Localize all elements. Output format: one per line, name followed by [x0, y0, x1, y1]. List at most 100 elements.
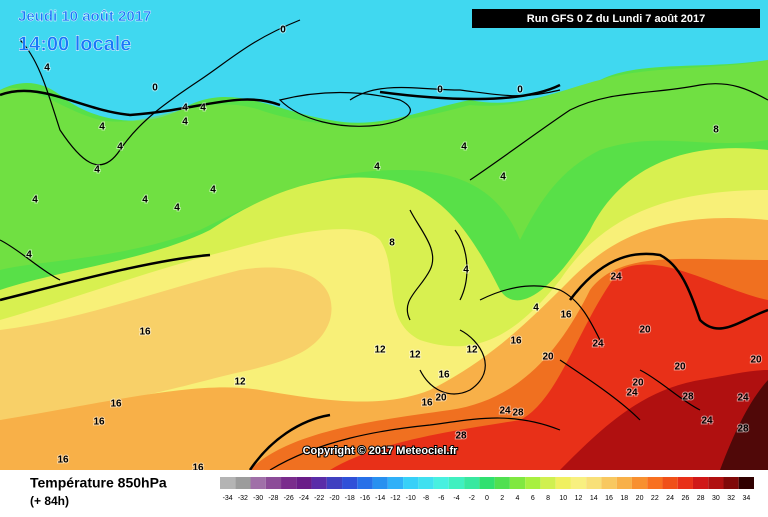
scale-label: 2: [500, 495, 504, 502]
scale-label: 0: [485, 495, 489, 502]
contour-label: 20: [632, 378, 644, 389]
scale-swatch: [708, 477, 724, 489]
contour-label: 24: [701, 416, 713, 427]
contour-label: 8: [713, 125, 719, 136]
contour-label: 4: [533, 303, 539, 314]
contour-label: 4: [32, 195, 38, 206]
contour-label: 16: [139, 327, 151, 338]
scale-label: 20: [636, 495, 644, 502]
run-box: [472, 9, 760, 28]
contour-label: 24: [626, 388, 638, 399]
scale-label: -16: [360, 495, 370, 502]
scale-swatch: [555, 477, 571, 489]
forecast-time: 14:00 locale: [18, 33, 131, 55]
scale-swatch: [250, 477, 266, 489]
scale-swatch: [265, 477, 282, 489]
scale-swatch: [662, 477, 678, 489]
scale-swatch: [479, 477, 495, 489]
contour-label: 4: [500, 172, 506, 183]
contour-label: 4: [117, 142, 123, 153]
scale-label: -22: [314, 495, 324, 502]
contour-label: 28: [682, 392, 694, 403]
contour-label: 24: [737, 393, 749, 404]
scale-label: -26: [284, 495, 294, 502]
contour-label: 20: [542, 352, 554, 363]
scale-label: 30: [712, 495, 720, 502]
scale-label: -6: [438, 495, 444, 502]
scale-label: -34: [223, 495, 233, 502]
coastlines: [0, 19, 768, 471]
contour-label: 4: [461, 142, 467, 153]
scale-swatch: [723, 477, 739, 489]
scale-swatch: [342, 477, 358, 489]
scale-label: 26: [681, 495, 689, 502]
contour-label: 28: [737, 424, 749, 435]
scale-label: 8: [546, 495, 550, 502]
scale-label: -2: [469, 495, 475, 502]
scale-label: -28: [268, 495, 278, 502]
scale-swatch: [494, 477, 510, 489]
scale-label: 34: [742, 495, 750, 502]
contour-label: 4: [182, 117, 188, 128]
scale-label: 32: [727, 495, 735, 502]
contour-label: 4: [99, 122, 105, 133]
scale-swatch: [220, 477, 236, 489]
contour-label: 0: [437, 85, 443, 96]
scale-label: -32: [238, 495, 248, 502]
scale-swatch: [540, 477, 556, 489]
contour-label: 4: [182, 103, 188, 114]
contour-label: 4: [142, 195, 148, 206]
contour-label: 4: [210, 185, 216, 196]
contour-label: 4: [374, 162, 380, 173]
contour-label: 24: [610, 272, 622, 283]
contour-label: 12: [374, 345, 386, 356]
scale-label: -12: [390, 495, 400, 502]
scale-label: -18: [345, 495, 355, 502]
contour-label: 12: [234, 377, 246, 388]
scale-label: -10: [406, 495, 416, 502]
contour-label: 20: [750, 355, 762, 366]
contour-label: 16: [438, 370, 450, 381]
run-info: Run GFS 0 Z du Lundi 7 août 2017: [527, 13, 705, 25]
contour-label: 16: [110, 399, 122, 410]
forecast-date: Jeudi 10 août 2017: [18, 8, 151, 25]
scale-swatch: [357, 477, 373, 489]
contour-label: 16: [560, 310, 572, 321]
legend-subtitle: (+ 84h): [30, 494, 69, 508]
contour-label: 24: [499, 406, 511, 417]
scale-swatch: [418, 477, 434, 489]
contour-label: 16: [57, 455, 69, 466]
scale-swatch: [616, 477, 632, 489]
contour-label: 0: [280, 25, 286, 36]
contour-label: 12: [409, 350, 421, 361]
scale-swatch: [677, 477, 693, 489]
contour-label: 4: [463, 265, 469, 276]
scale-swatch: [372, 477, 388, 489]
scale-swatch: [570, 477, 587, 489]
contour-label: 4: [26, 250, 32, 261]
scale-swatch: [326, 477, 343, 489]
scale-swatch: [448, 477, 465, 489]
contour-label: 24: [592, 339, 604, 350]
scale-swatch: [235, 477, 251, 489]
scale-label: 22: [651, 495, 659, 502]
scale-swatch: [692, 477, 709, 489]
contour-label: 8: [389, 238, 395, 249]
scale-label: 14: [590, 495, 598, 502]
scale-swatch: [464, 477, 480, 489]
scale-label: -24: [299, 495, 309, 502]
contour-label: 16: [93, 417, 105, 428]
contour-label: 0: [152, 83, 158, 94]
contours: [0, 83, 768, 471]
contour-label: 16: [421, 398, 433, 409]
scale-label: 24: [666, 495, 674, 502]
scale-swatch: [433, 477, 449, 489]
scale-swatch: [738, 477, 754, 489]
scale-swatch: [296, 477, 312, 489]
scale-label: 28: [697, 495, 705, 502]
scale-label: 18: [620, 495, 628, 502]
scale-label: -4: [453, 495, 459, 502]
scale-label: 12: [575, 495, 583, 502]
contour-labels: 0 0 0 0 4 4 4 4 4 4 4 4 4 4 4 4 4 4 4 4 4 8 8 12 12 12 12 16 16 16 16 1…: [25, 24, 763, 475]
